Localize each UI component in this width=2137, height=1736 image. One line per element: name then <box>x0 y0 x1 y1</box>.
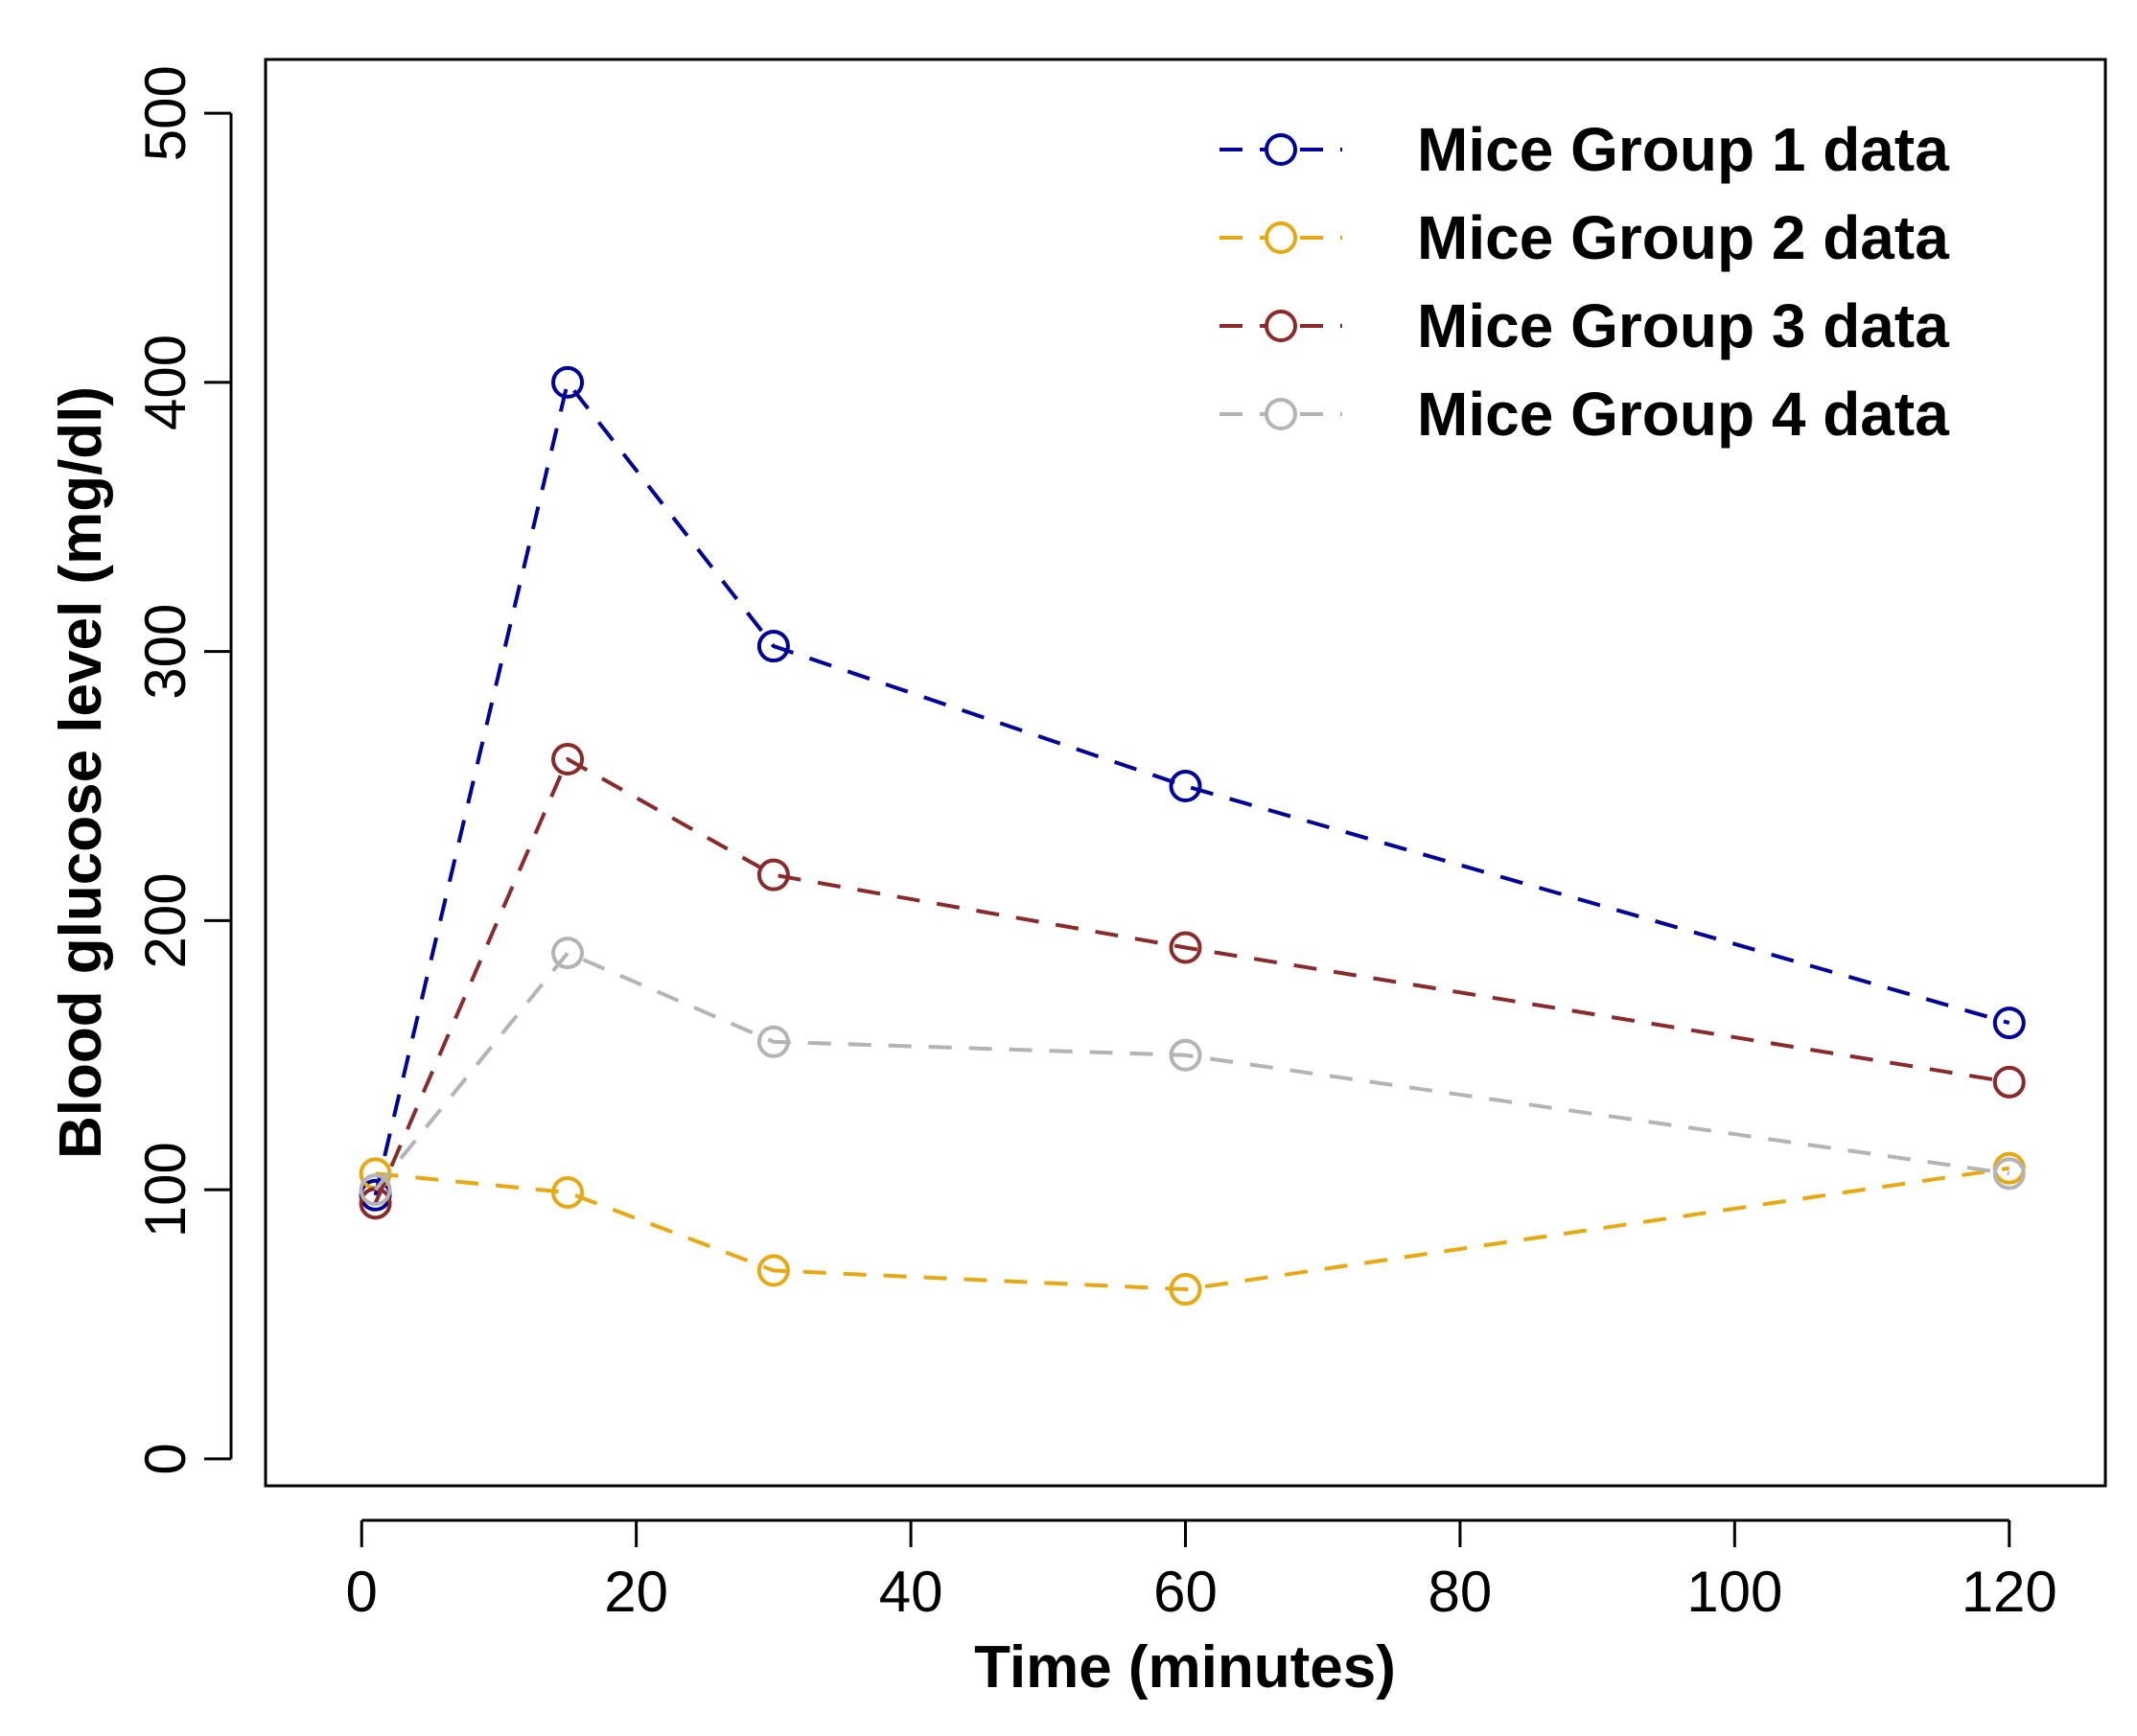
data-point <box>756 630 790 663</box>
data-point <box>551 742 585 775</box>
x-axis: 0 20 40 60 80 100 120 <box>346 1518 2057 1624</box>
data-point <box>551 937 585 970</box>
legend-marker <box>1265 133 1297 166</box>
legend-marker <box>1265 310 1297 342</box>
y-tick-label: 300 <box>133 604 197 700</box>
data-point <box>1992 1157 2026 1191</box>
series-line <box>375 1166 2010 1292</box>
data-point <box>756 1025 790 1058</box>
y-tick-label: 200 <box>133 872 197 968</box>
series-group-4 <box>359 937 2026 1207</box>
series-group-3 <box>359 742 2026 1220</box>
x-tick-label: 100 <box>1686 1560 1782 1624</box>
data-point <box>1169 770 1202 803</box>
plot-frame <box>264 58 2107 1488</box>
legend-marker <box>1265 398 1297 430</box>
y-tick-label: 100 <box>133 1142 197 1238</box>
data-point <box>1169 931 1202 964</box>
legend-item-4: Mice Group 4 data <box>1219 380 1949 449</box>
y-tick-label: 400 <box>133 335 197 430</box>
x-tick-label: 20 <box>604 1560 668 1624</box>
data-point <box>756 858 790 891</box>
legend-item-3: Mice Group 3 data <box>1219 291 1949 360</box>
series-line <box>373 380 2010 1196</box>
x-axis-title: Time (minutes) <box>974 1634 1396 1701</box>
legend-label: Mice Group 2 data <box>1417 203 1949 272</box>
x-tick-label: 120 <box>1962 1560 2057 1624</box>
legend-item-2: Mice Group 2 data <box>1219 203 1949 272</box>
x-tick-label: 0 <box>346 1560 378 1624</box>
legend-label: Mice Group 3 data <box>1417 291 1949 360</box>
y-axis-title: Blood glucose level (mg/dl) <box>48 386 114 1159</box>
data-point <box>756 1254 790 1287</box>
series-layer <box>359 365 2026 1307</box>
y-tick-label: 0 <box>133 1443 197 1474</box>
y-tick-label: 500 <box>133 65 197 161</box>
legend-marker <box>1265 221 1297 254</box>
legend: Mice Group 1 data Mice Group 2 data Mice G… <box>1219 115 1949 449</box>
data-point <box>1169 1038 1202 1072</box>
data-point <box>551 1175 585 1209</box>
x-tick-label: 80 <box>1429 1560 1493 1624</box>
series-line <box>374 951 2010 1192</box>
series-group-1 <box>359 365 2026 1212</box>
series-group-2 <box>359 1151 2026 1307</box>
legend-label: Mice Group 4 data <box>1417 380 1949 449</box>
data-point <box>1992 1007 2026 1040</box>
x-tick-label: 60 <box>1153 1560 1218 1624</box>
data-point <box>359 1173 392 1207</box>
x-tick-label: 40 <box>879 1560 943 1624</box>
data-point <box>1169 1273 1202 1307</box>
legend-item-1: Mice Group 1 data <box>1219 115 1949 184</box>
data-point <box>1992 1065 2026 1099</box>
data-point <box>551 365 585 399</box>
y-axis: 0 100 200 300 400 500 <box>133 65 233 1475</box>
legend-label: Mice Group 1 data <box>1417 115 1949 184</box>
series-line <box>373 756 2010 1205</box>
